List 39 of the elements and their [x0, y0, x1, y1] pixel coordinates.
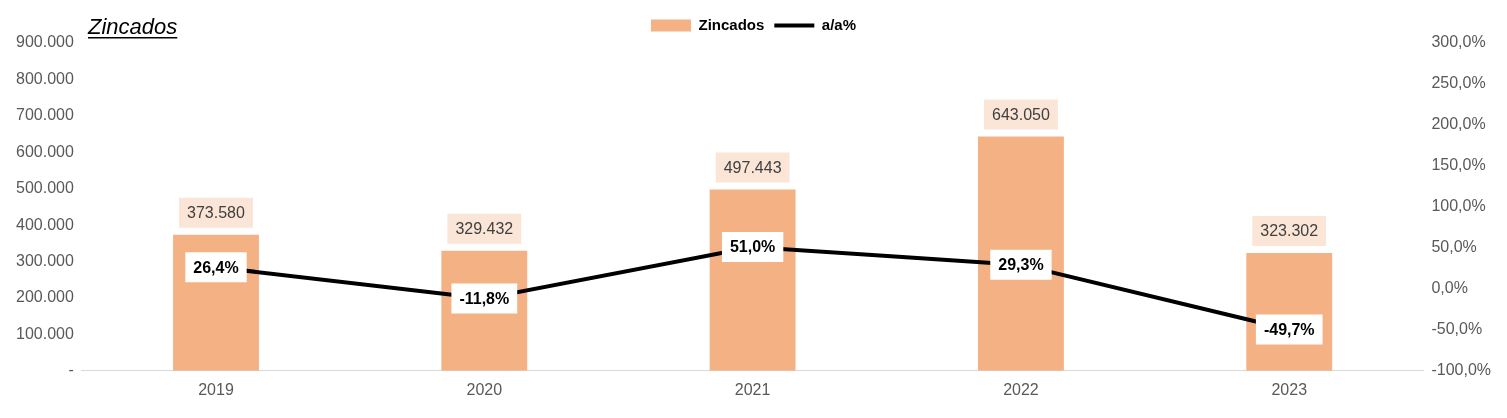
y2-tick-label: 250,0%	[1431, 74, 1486, 92]
x-tick-label: 2020	[466, 380, 503, 398]
legend-label: Zincados	[698, 15, 765, 33]
data-label: 323.302	[1260, 222, 1319, 240]
data-label: -49,7%	[1263, 320, 1315, 338]
y2-tick-label: 0,0%	[1431, 279, 1468, 297]
y-tick-label: 200.000	[15, 288, 74, 306]
legend-label: a/a%	[821, 15, 857, 33]
y-tick-label: 800.000	[15, 69, 74, 87]
x-tick-label: 2019	[198, 380, 234, 398]
y2-tick-label: -50,0%	[1431, 320, 1483, 338]
data-label: 26,4%	[193, 258, 239, 276]
data-label: 29,3%	[998, 256, 1044, 274]
y2-tick-label: 200,0%	[1431, 115, 1486, 133]
x-tick-label: 2023	[1271, 380, 1308, 398]
y-tick-label: 500.000	[15, 179, 74, 197]
y2-tick-label: 50,0%	[1431, 238, 1477, 256]
y-tick-label: 900.000	[15, 33, 74, 51]
y-tick-label: 600.000	[15, 142, 74, 160]
data-label: 51,0%	[729, 238, 776, 256]
y2-tick-label: 100,0%	[1431, 197, 1486, 215]
y-tick-label: 400.000	[15, 215, 74, 233]
x-tick-label: 2022	[1003, 380, 1039, 398]
bar	[978, 136, 1064, 371]
y-tick-label: -	[68, 361, 74, 379]
chart-title: Zincados	[87, 14, 178, 39]
data-label: 373.580	[187, 204, 246, 222]
data-label: 497.443	[723, 159, 782, 177]
data-label: 329.432	[455, 220, 514, 238]
data-label: -11,8%	[459, 289, 510, 307]
y2-tick-label: -100,0%	[1431, 361, 1491, 379]
y-tick-label: 700.000	[15, 106, 74, 124]
y2-tick-label: 150,0%	[1431, 156, 1486, 174]
y2-tick-label: 300,0%	[1431, 33, 1486, 51]
bar	[709, 189, 796, 371]
x-tick-label: 2021	[734, 380, 771, 398]
y-tick-label: 100.000	[15, 324, 74, 342]
y-tick-label: 300.000	[15, 251, 74, 269]
data-label: 643.050	[992, 105, 1050, 123]
